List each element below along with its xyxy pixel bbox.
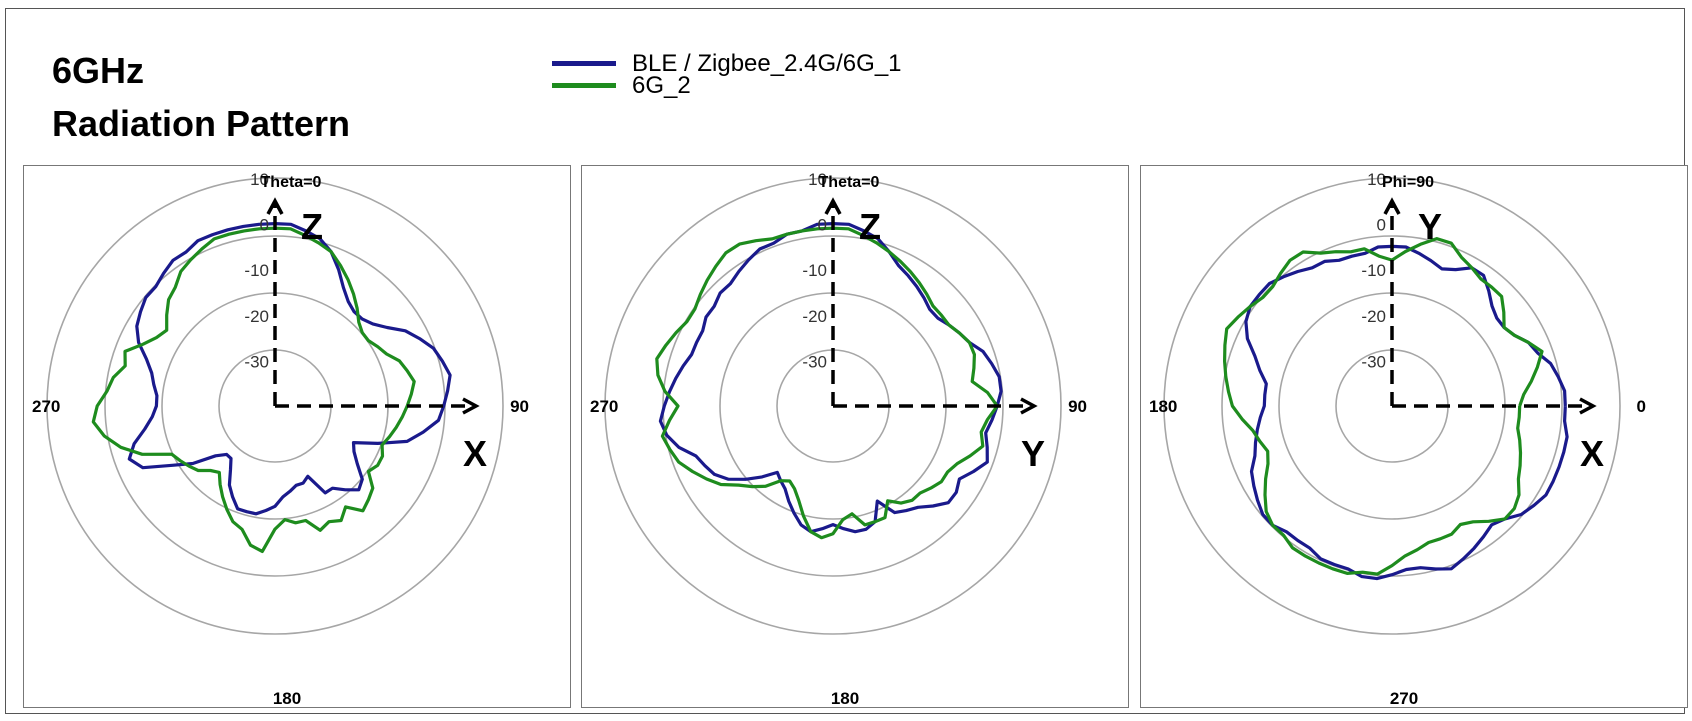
r-tick-label-2: 0 [1377, 216, 1386, 235]
r-tick-label-2: 0 [260, 216, 269, 235]
polar-chart-3: 10 0 -10 -20 -30 Phi=90 0 180 270 Y X [1149, 170, 1646, 708]
polar-chart-1: 10 0 -10 -20 -30 Theta=0 90 270 180 Z X [32, 170, 529, 708]
polar-panel-2: 10 0 -10 -20 -30 Theta=0 90 270 180 Z Y [581, 165, 1129, 708]
series-line-1 [127, 222, 452, 516]
plane-label: Theta=0 [819, 174, 880, 191]
r-tick-label-4: -20 [1361, 307, 1386, 326]
angle-label-bottom: 270 [1390, 689, 1418, 708]
series-line-2 [1223, 237, 1544, 576]
axis-label-vertical: Y [1418, 206, 1442, 247]
legend-label-6g2: 6G_2 [632, 72, 691, 99]
axis-label-vertical: Z [301, 206, 323, 247]
angle-label-bottom: 180 [831, 689, 859, 708]
r-tick-label-1: 10 [1367, 170, 1386, 189]
plane-label: Theta=0 [261, 174, 322, 191]
angle-label-bottom: 180 [273, 689, 301, 708]
chart-title-line-1: 6GHz [52, 50, 145, 91]
chart-title-line-2: Radiation Pattern [52, 103, 351, 144]
r-tick-label-1: 10 [250, 170, 269, 189]
r-tick-label-4: -20 [244, 307, 269, 326]
r-tick-label-5: -30 [802, 352, 827, 371]
polar-panel-1: 10 0 -10 -20 -30 Theta=0 90 270 180 Z X [23, 165, 571, 708]
polar-chart-2: 10 0 -10 -20 -30 Theta=0 90 270 180 Z Y [590, 170, 1087, 708]
axis-label-vertical: Z [859, 206, 881, 247]
angle-label-left: 270 [590, 397, 618, 416]
axis-horizontal-arrowhead [1579, 397, 1597, 415]
series-line-2 [91, 226, 416, 553]
legend-swatch-ble [552, 61, 616, 66]
angle-label-right: 0 [1637, 397, 1646, 416]
plane-label: Phi=90 [1382, 174, 1434, 191]
legend-swatch-6g2 [552, 83, 616, 88]
axis-horizontal-arrowhead [1020, 397, 1038, 415]
series-line-1 [658, 222, 1003, 534]
grid-circle-4 [604, 177, 1062, 635]
axis-vertical-arrowhead [266, 197, 284, 215]
r-tick-label-3: -10 [802, 261, 827, 280]
r-tick-label-2: 0 [818, 216, 827, 235]
polar-panel-3: 10 0 -10 -20 -30 Phi=90 0 180 270 Y X [1140, 165, 1688, 708]
axis-label-horizontal: X [463, 433, 487, 474]
r-tick-label-1: 10 [808, 170, 827, 189]
grid-circle-4 [1163, 177, 1621, 635]
angle-label-right: 90 [1068, 397, 1087, 416]
axis-label-horizontal: X [1580, 433, 1604, 474]
grid-circle-4 [46, 177, 504, 635]
r-tick-label-3: -10 [1361, 261, 1386, 280]
angle-label-left: 180 [1149, 397, 1177, 416]
legend-label-ble: BLE / Zigbee_2.4G/6G_1 [632, 50, 902, 77]
r-tick-label-4: -20 [802, 307, 827, 326]
axis-vertical-arrowhead [824, 197, 842, 215]
series-line-2 [655, 226, 999, 540]
r-tick-label-3: -10 [244, 261, 269, 280]
angle-label-right: 90 [510, 397, 529, 416]
angle-label-left: 270 [32, 397, 60, 416]
r-tick-label-5: -30 [1361, 352, 1386, 371]
axis-horizontal-arrowhead [462, 397, 480, 415]
axis-vertical-arrowhead [1383, 197, 1401, 215]
axis-label-horizontal: Y [1021, 433, 1045, 474]
r-tick-label-5: -30 [244, 352, 269, 371]
